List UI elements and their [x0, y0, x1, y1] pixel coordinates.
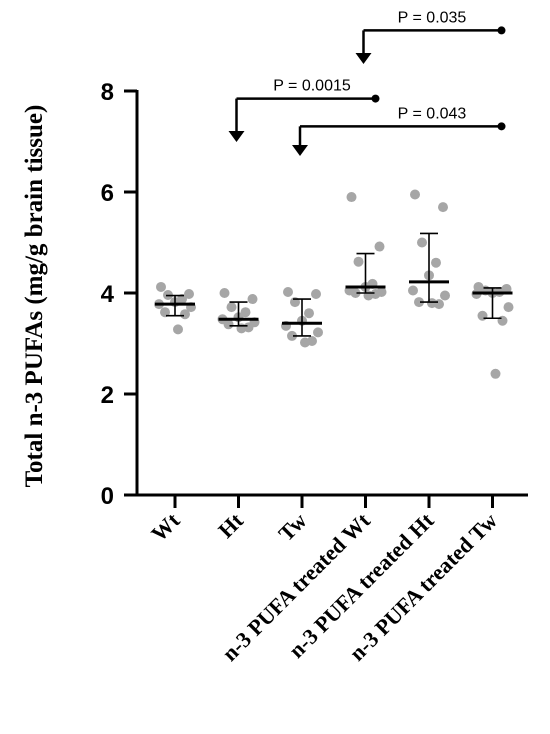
- data-point: [160, 307, 170, 318]
- p-value-label: P = 0.043: [398, 105, 467, 122]
- data-point: [313, 327, 323, 338]
- data-point: [374, 241, 385, 252]
- data-point: [353, 256, 364, 267]
- data-point: [414, 297, 424, 308]
- data-point: [408, 285, 418, 296]
- data-point: [219, 288, 230, 298]
- arrow-head-icon: [228, 131, 245, 142]
- data-point: [173, 324, 183, 335]
- data-point: [503, 302, 514, 313]
- data-point: [180, 309, 190, 320]
- data-point: [300, 337, 310, 348]
- group-2: [217, 288, 260, 334]
- data-point: [283, 286, 293, 297]
- data-point: [226, 302, 237, 313]
- group-6: [471, 281, 514, 379]
- significance-annotation: P = 0.0015: [228, 78, 380, 142]
- bracket-end-dot: [497, 26, 506, 35]
- significance-annotation: P = 0.043: [292, 105, 506, 156]
- y-tick-label: 8: [101, 79, 114, 106]
- data-point: [477, 310, 488, 321]
- data-point: [240, 307, 251, 318]
- x-tick-label: Ht: [213, 507, 248, 542]
- data-point: [417, 237, 427, 248]
- bracket-end-dot: [371, 94, 380, 103]
- p-value-label: P = 0.0015: [273, 78, 351, 95]
- arrow-head-icon: [292, 145, 308, 156]
- group-4: [344, 192, 387, 301]
- significance-annotation: P = 0.035: [355, 9, 506, 64]
- y-tick-label: 6: [101, 180, 114, 207]
- data-point: [156, 281, 166, 292]
- data-point: [184, 289, 194, 300]
- x-tick-label: Tw: [273, 508, 311, 546]
- p-value-label: P = 0.035: [398, 9, 467, 26]
- data-point: [410, 189, 420, 200]
- data-point: [287, 330, 297, 341]
- data-point: [438, 202, 448, 213]
- bracket-end-dot: [497, 122, 506, 131]
- group-1: [154, 281, 196, 335]
- data-point: [490, 368, 501, 379]
- arrow-head-icon: [355, 53, 372, 64]
- data-point: [311, 289, 321, 300]
- x-tick-label: Wt: [146, 507, 185, 546]
- y-axis-title: Total n-3 PUFAs (mg/g brain tissue): [21, 105, 48, 488]
- data-point: [247, 294, 258, 305]
- data-point: [346, 192, 357, 203]
- group-3: [281, 286, 323, 348]
- y-tick-label: 4: [101, 281, 115, 308]
- data-point: [350, 288, 361, 298]
- data-point: [497, 315, 508, 326]
- data-point: [440, 290, 450, 301]
- group-5: [408, 189, 450, 310]
- data-point: [431, 257, 441, 268]
- y-tick-label: 2: [101, 382, 114, 409]
- y-tick-label: 0: [101, 483, 114, 510]
- data-point: [304, 308, 314, 319]
- data-point: [223, 319, 234, 330]
